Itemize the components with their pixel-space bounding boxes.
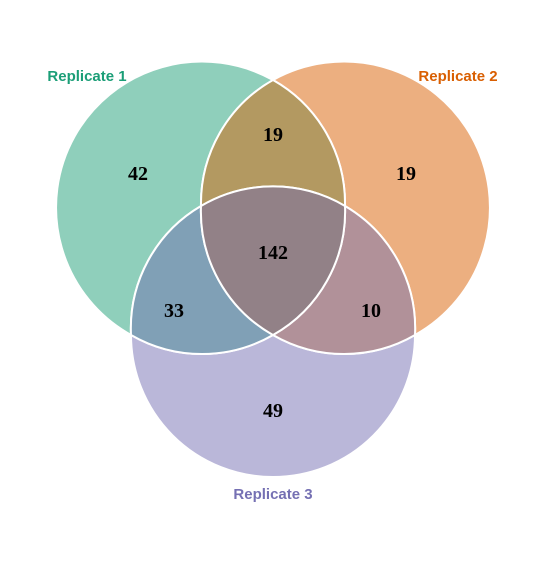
count-replicate-3-only: 49 bbox=[263, 400, 283, 422]
count-replicate-1-and-2: 19 bbox=[263, 124, 283, 146]
set-label-replicate-3: Replicate 3 bbox=[233, 486, 312, 503]
count-all-replicates: 142 bbox=[258, 242, 288, 264]
set-label-replicate-2: Replicate 2 bbox=[418, 68, 497, 85]
count-replicate-2-and-3: 10 bbox=[361, 300, 381, 322]
count-replicate-1-and-3: 33 bbox=[164, 300, 184, 322]
count-replicate-1-only: 42 bbox=[128, 163, 148, 185]
count-replicate-2-only: 19 bbox=[396, 163, 416, 185]
set-label-replicate-1: Replicate 1 bbox=[47, 68, 126, 85]
region-all-replicates bbox=[199, 185, 347, 337]
